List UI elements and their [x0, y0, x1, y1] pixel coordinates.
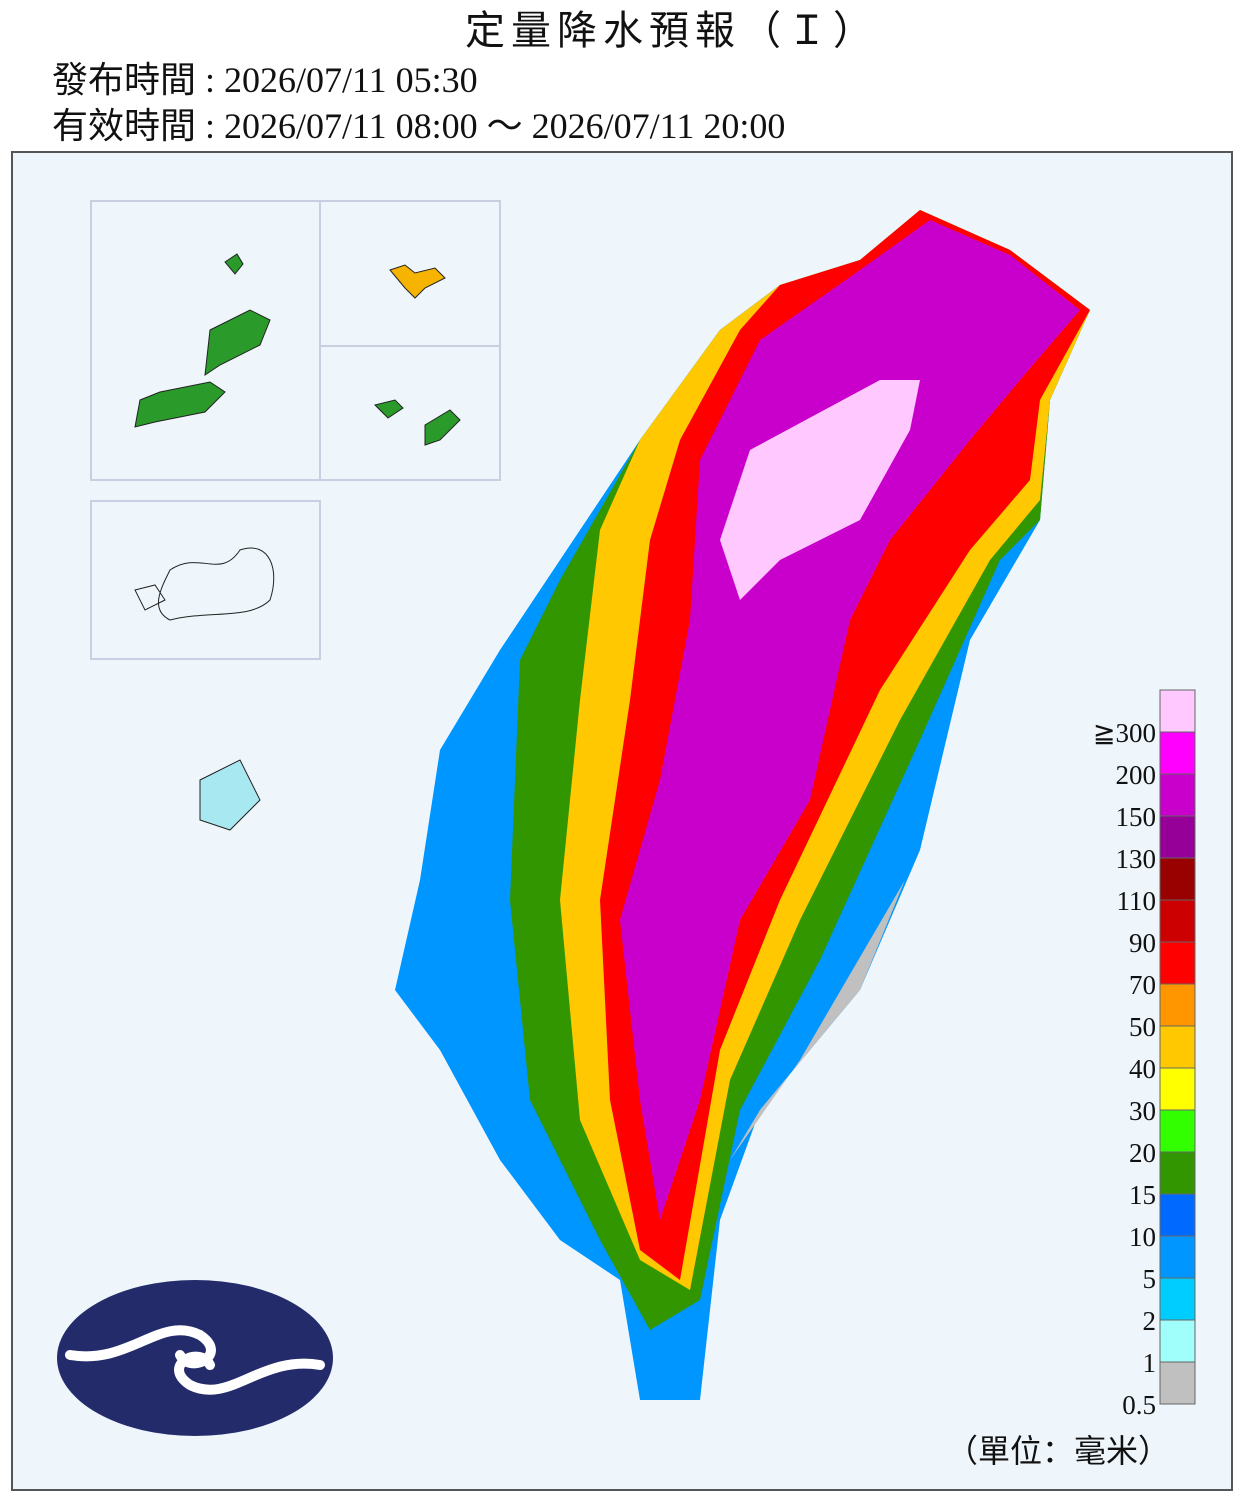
legend-label: 15: [1129, 1180, 1156, 1210]
legend-label: 110: [1117, 886, 1157, 916]
legend-label: 20: [1129, 1138, 1156, 1168]
unit-label: （單位：毫米）: [946, 1433, 1170, 1469]
legend-label: 30: [1129, 1096, 1156, 1126]
valid-time: 有效時間 : 2026/07/11 08:00 ～ 2026/07/11 20:…: [52, 106, 785, 146]
legend-swatch: [1159, 1151, 1196, 1195]
legend-swatch: [1159, 1025, 1196, 1069]
legend-swatch: [1159, 1319, 1196, 1363]
sea-label-logo: [57, 1280, 333, 1436]
issued-time: 發布時間 : 2026/07/11 05:30: [52, 60, 478, 100]
title: 定量降水預報（Ｉ）: [465, 8, 879, 53]
legend-label: ≧300: [1093, 718, 1156, 748]
legend-label: 40: [1129, 1054, 1156, 1084]
legend-label: 50: [1129, 1012, 1156, 1042]
legend-label: 5: [1143, 1264, 1157, 1294]
legend-label: 10: [1129, 1222, 1156, 1252]
legend-label: 200: [1116, 760, 1157, 790]
legend-label: 90: [1129, 928, 1156, 958]
legend-swatch: [1159, 773, 1196, 817]
inset-islands: [134, 253, 461, 831]
legend-label: 130: [1116, 844, 1157, 874]
legend-swatch: [1159, 815, 1196, 859]
legend-swatch: [1159, 689, 1196, 733]
legend: 0.5 1 2 5 10 15 20 30 40 50 70 90 110 130 150 200 ≧300: [1093, 689, 1196, 1420]
legend-swatch: [1159, 941, 1196, 985]
legend-swatch: [1159, 731, 1196, 775]
legend-swatch: [1159, 1193, 1196, 1237]
legend-label: 2: [1143, 1306, 1157, 1336]
legend-swatch: [1159, 1361, 1196, 1405]
legend-swatch: [1159, 1235, 1196, 1279]
legend-label: 1: [1143, 1348, 1157, 1378]
legend-swatch: [1159, 1067, 1196, 1111]
insets: [90, 200, 501, 660]
legend-label: 150: [1116, 802, 1157, 832]
taiwan-rainfall: [395, 210, 1090, 1400]
legend-swatch: [1159, 1109, 1196, 1153]
legend-swatch: [1159, 983, 1196, 1027]
legend-swatch: [1159, 1277, 1196, 1321]
legend-label: 0.5: [1122, 1390, 1156, 1420]
legend-label: 70: [1129, 970, 1156, 1000]
legend-swatch: [1159, 899, 1196, 943]
legend-swatch: [1159, 857, 1196, 901]
